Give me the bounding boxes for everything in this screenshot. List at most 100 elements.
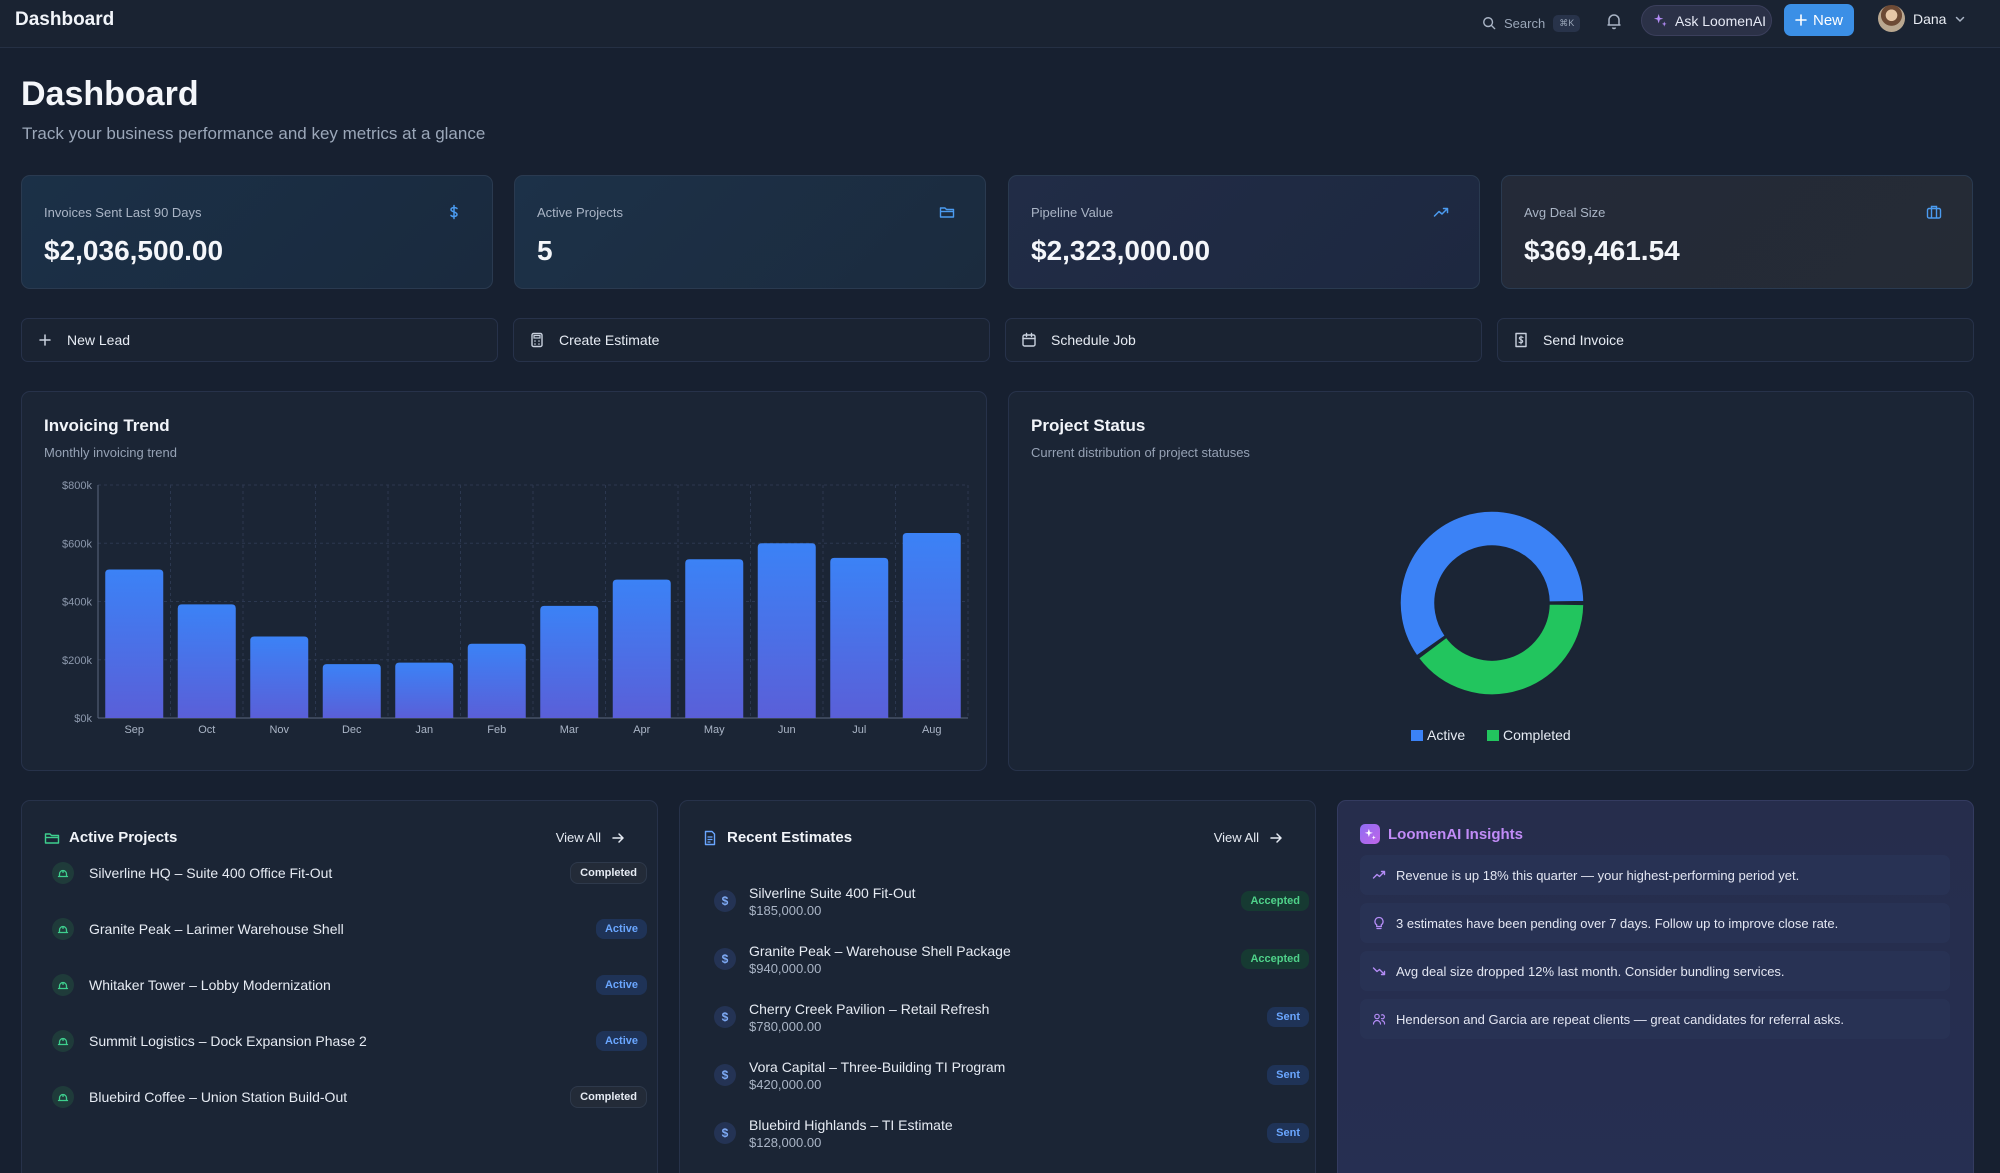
app-title: Dashboard [15, 9, 115, 30]
x-tick-label: Sep [124, 724, 144, 736]
estimate-amount: $420,000.00 [749, 1076, 822, 1092]
stat-card-avg-deal: Avg Deal Size $369,461.54 [1501, 175, 1973, 289]
legend-label: Completed [1503, 727, 1571, 743]
list-item[interactable]: Bluebird Coffee – Union Station Build-Ou… [52, 1082, 647, 1112]
bar [757, 543, 816, 718]
list-title: Active Projects [69, 829, 178, 846]
insight-item: Avg deal size dropped 12% last month. Co… [1360, 951, 1950, 991]
x-tick-label: Feb [487, 724, 506, 736]
bar [322, 664, 381, 718]
y-tick-label: $200k [62, 655, 92, 667]
estimate-name: Cherry Creek Pavilion – Retail Refresh [749, 1000, 990, 1017]
receipt-icon [1515, 332, 1527, 348]
bar [395, 662, 454, 718]
x-tick-label: Dec [342, 724, 362, 736]
bar [612, 579, 671, 718]
list-item[interactable]: $ Vora Capital – Three-Building TI Progra… [714, 1055, 1309, 1095]
estimate-amount: $940,000.00 [749, 960, 822, 976]
list-item[interactable]: $ Bluebird Highlands – TI Estimate $128,00… [714, 1113, 1309, 1153]
ai-insights-panel: LoomenAI Insights Revenue is up 18% this… [1337, 800, 1974, 1173]
insight-text: Revenue is up 18% this quarter — your hi… [1396, 867, 1800, 883]
view-all-projects-link[interactable]: View All [556, 830, 625, 845]
hard-hat-icon [52, 1086, 74, 1108]
y-tick-label: $600k [62, 538, 92, 550]
view-all-label: View All [555, 830, 601, 845]
status-badge: Completed [570, 862, 647, 884]
status-badge: Active [595, 919, 647, 939]
y-tick-label: $800k [62, 480, 92, 492]
action-label: Create Estimate [559, 332, 660, 348]
schedule-job-button[interactable]: Schedule Job [1005, 318, 1482, 362]
new-lead-button[interactable]: New Lead [21, 318, 498, 362]
list-item[interactable]: $ Silverline Suite 400 Fit-Out $185,000.00… [714, 881, 1309, 921]
page-subtitle: Track your business performance and key … [22, 124, 486, 143]
donut-slice [1417, 603, 1585, 696]
arrow-right-icon [612, 832, 624, 843]
bar [685, 559, 744, 718]
notifications-button[interactable] [1604, 11, 1624, 31]
stat-card-pipeline: Pipeline Value $2,323,000.00 [1008, 175, 1480, 289]
donut-slice [1399, 510, 1585, 657]
status-badge: Sent [1267, 1123, 1309, 1143]
active-projects-panel: Active Projects View All Silverline HQ –… [21, 800, 658, 1173]
status-badge: Active [595, 1031, 647, 1051]
x-tick-label: Aug [922, 724, 942, 736]
folder-icon [939, 207, 955, 218]
send-invoice-button[interactable]: Send Invoice [1497, 318, 1974, 362]
stat-label: Pipeline Value [1031, 205, 1114, 220]
list-item[interactable]: Granite Peak – Larimer Warehouse Shell Ac… [52, 914, 647, 944]
trend-up-icon [1372, 870, 1386, 879]
avatar [1878, 5, 1905, 32]
estimate-name: Granite Peak – Warehouse Shell Package [749, 942, 1011, 959]
trend-up-icon [1433, 207, 1449, 217]
x-tick-label: May [704, 724, 725, 736]
folder-icon [44, 832, 60, 844]
view-all-estimates-link[interactable]: View All [1214, 830, 1283, 845]
status-badge: Sent [1267, 1065, 1309, 1085]
user-menu[interactable]: Dana [1878, 5, 1966, 32]
project-name: Bluebird Coffee – Union Station Build-Ou… [89, 1089, 348, 1105]
estimate-text: Granite Peak – Warehouse Shell Package $9… [749, 943, 1241, 976]
ask-ai-button[interactable]: Ask LoomenAI [1641, 5, 1772, 36]
new-button[interactable]: New [1784, 4, 1854, 36]
project-status-panel: Project Status Current distribution of p… [1008, 391, 1974, 771]
project-name: Summit Logistics – Dock Expansion Phase … [89, 1033, 367, 1049]
invoicing-bar-chart: $0k $200k $400k $600k $800k Sep Oct Nov Dec Jan Fe… [62, 480, 969, 736]
x-tick-label: Nov [269, 724, 289, 736]
stat-value: $2,036,500.00 [44, 235, 224, 266]
estimate-name: Vora Capital – Three-Building TI Program [749, 1058, 1006, 1075]
estimate-text: Vora Capital – Three-Building TI Program… [749, 1059, 1267, 1092]
create-estimate-button[interactable]: Create Estimate [513, 318, 990, 362]
stat-card-projects: Active Projects 5 [514, 175, 986, 289]
insights-title: LoomenAI Insights [1388, 825, 1523, 843]
legend-swatch [1487, 730, 1499, 741]
chevron-down-icon [1956, 16, 1965, 22]
stat-value: $369,461.54 [1524, 235, 1680, 266]
stat-label: Avg Deal Size [1524, 205, 1606, 220]
list-item[interactable]: $ Granite Peak – Warehouse Shell Package $… [714, 939, 1309, 979]
recent-estimates-panel: Recent Estimates View All $ Silverline Su… [679, 800, 1316, 1173]
search-button[interactable]: Search ⌘K [1482, 10, 1581, 36]
dollar-icon: $ [714, 1006, 736, 1028]
insight-text: 3 estimates have been pending over 7 day… [1396, 915, 1839, 931]
stat-value: 5 [537, 235, 553, 266]
dollar-icon: $ [714, 1064, 736, 1086]
top-bar: Dashboard Search ⌘K Ask LoomenAI New Dan… [0, 0, 2000, 48]
panel-subtitle: Monthly invoicing trend [44, 445, 177, 460]
plus-icon [39, 334, 51, 346]
calendar-icon [1022, 332, 1036, 347]
legend-swatch [1411, 730, 1423, 741]
insight-item: 3 estimates have been pending over 7 day… [1360, 903, 1950, 943]
status-badge: Active [595, 975, 647, 995]
list-item[interactable]: Summit Logistics – Dock Expansion Phase … [52, 1026, 647, 1056]
list-item[interactable]: Whitaker Tower – Lobby Modernization Acti… [52, 970, 647, 1000]
estimate-amount: $780,000.00 [749, 1018, 822, 1034]
project-name: Silverline HQ – Suite 400 Office Fit-Out [89, 865, 333, 881]
list-item[interactable]: Silverline HQ – Suite 400 Office Fit-Out… [52, 858, 647, 888]
panel-subtitle: Current distribution of project statuses [1031, 445, 1250, 460]
list-item[interactable]: $ Cherry Creek Pavilion – Retail Refresh $… [714, 997, 1309, 1037]
hard-hat-icon [52, 862, 74, 884]
dollar-icon [450, 204, 458, 220]
estimate-text: Silverline Suite 400 Fit-Out $185,000.00 [749, 885, 1241, 918]
stat-label: Invoices Sent Last 90 Days [44, 205, 202, 220]
